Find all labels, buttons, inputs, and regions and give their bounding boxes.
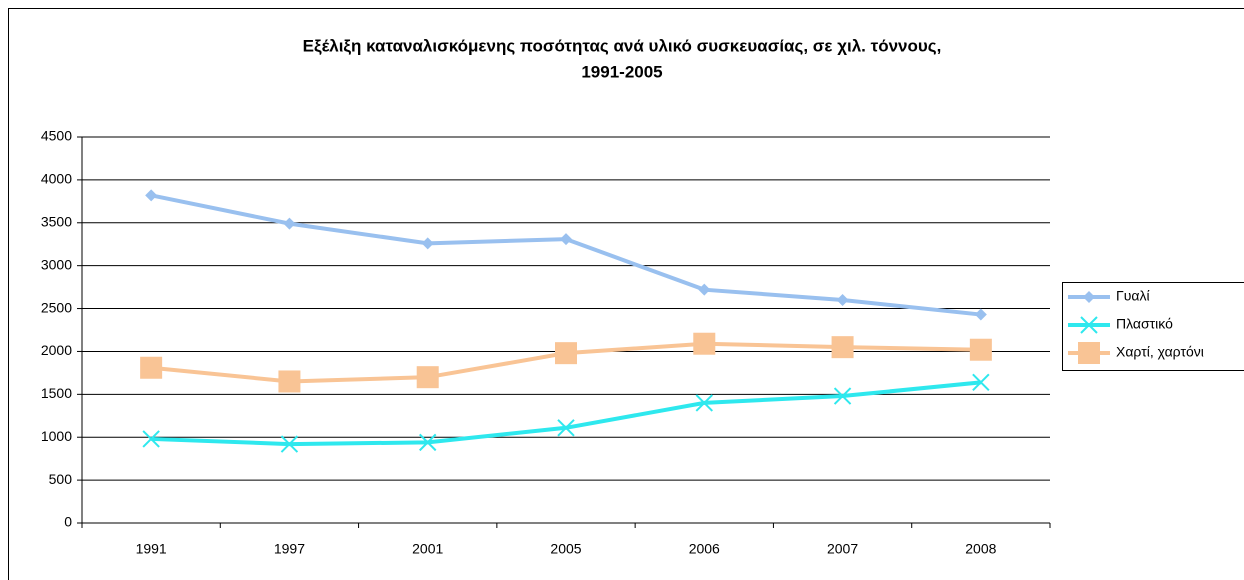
marker — [140, 356, 163, 379]
marker — [416, 366, 439, 389]
marker — [974, 308, 987, 321]
y-tick-label: 3000 — [41, 256, 72, 272]
y-tick-label: 0 — [64, 514, 72, 530]
chart-title: 1991-2005 — [581, 62, 662, 81]
x-tick-label: 2008 — [965, 541, 996, 557]
marker — [698, 283, 711, 296]
y-tick-label: 4500 — [41, 128, 72, 144]
x-tick-label: 2006 — [689, 541, 720, 557]
legend-label: Πλαστικό — [1116, 316, 1173, 332]
marker — [421, 237, 434, 250]
marker — [419, 433, 437, 452]
marker — [142, 430, 160, 448]
y-tick-label: 2500 — [41, 299, 72, 315]
x-tick-label: 2005 — [550, 541, 581, 557]
y-tick-label: 3500 — [41, 213, 72, 229]
marker — [1083, 291, 1095, 303]
marker — [836, 293, 849, 306]
marker — [695, 394, 713, 412]
y-tick-label: 500 — [49, 471, 73, 487]
legend-label: Χαρτί, χαρτόνι — [1116, 344, 1204, 360]
x-tick-label: 2007 — [827, 541, 858, 557]
y-tick-label: 1500 — [41, 385, 72, 401]
x-tick-label: 1997 — [274, 541, 305, 557]
marker — [969, 338, 992, 361]
marker — [560, 233, 572, 246]
marker — [833, 387, 852, 405]
marker — [555, 342, 577, 365]
legend-label: Γυαλί — [1116, 288, 1150, 304]
marker — [278, 370, 301, 393]
chart-title: Εξέλιξη καταναλισκόμενης ποσότητας ανά υ… — [303, 36, 942, 55]
marker — [1078, 342, 1100, 364]
marker — [280, 435, 299, 453]
x-tick-label: 1991 — [136, 541, 167, 557]
y-tick-label: 2000 — [41, 342, 72, 358]
marker — [831, 336, 854, 359]
marker — [972, 373, 990, 392]
marker — [557, 419, 575, 437]
y-tick-label: 4000 — [41, 171, 72, 187]
y-tick-label: 1000 — [41, 428, 72, 444]
x-tick-label: 2001 — [412, 541, 443, 557]
marker — [145, 189, 158, 202]
marker — [283, 217, 296, 230]
marker — [693, 332, 716, 355]
chart-frame — [8, 8, 1244, 580]
marker — [1080, 316, 1098, 334]
